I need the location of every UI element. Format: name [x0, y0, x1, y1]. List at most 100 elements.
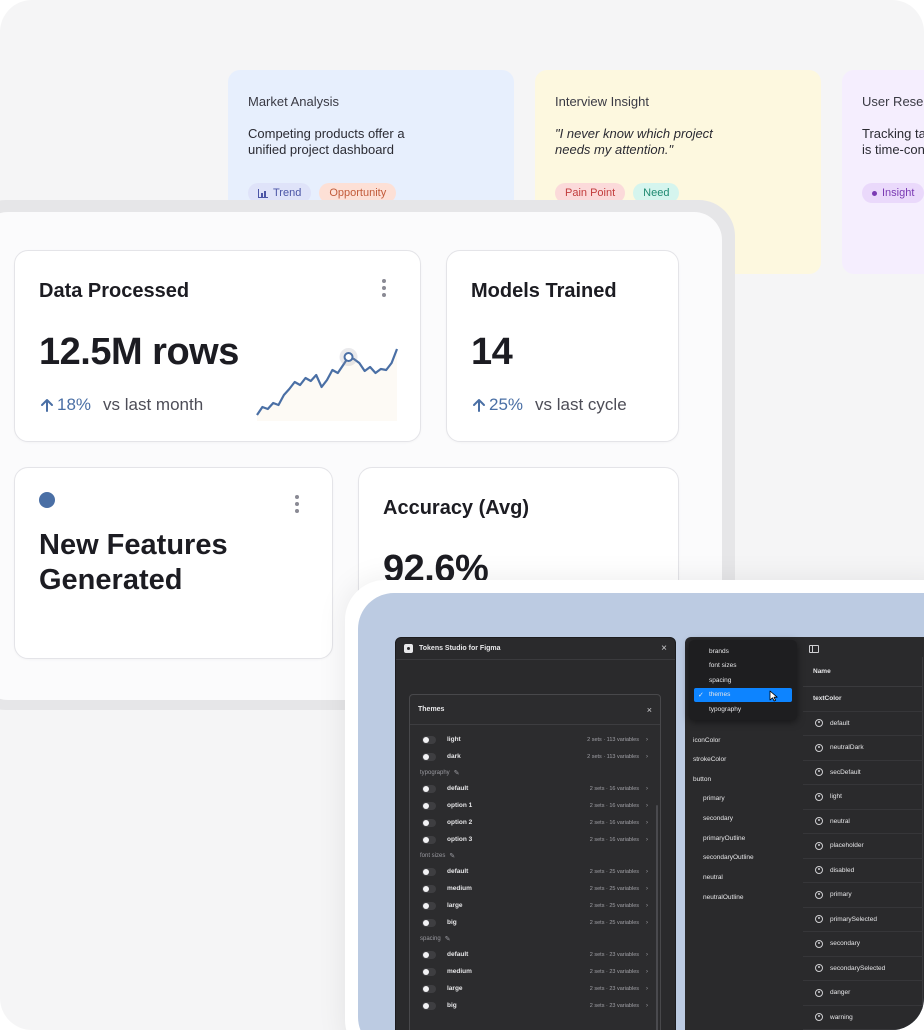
scrollbar[interactable] — [656, 805, 658, 1030]
token-name-row[interactable]: neutralDark — [803, 736, 923, 761]
token-name-row[interactable]: secondarySelected — [803, 956, 923, 981]
dropdown-item[interactable]: font sizes — [694, 659, 792, 674]
theme-toggle[interactable] — [422, 801, 436, 810]
theme-row[interactable]: default 2 sets · 25 variables › — [420, 863, 648, 880]
chevron-right-icon[interactable]: › — [646, 1002, 648, 1009]
theme-toggle[interactable] — [422, 984, 436, 993]
close-icon[interactable]: × — [661, 643, 667, 654]
theme-toggle[interactable] — [422, 918, 436, 927]
token-name-row[interactable]: secDefault — [803, 760, 923, 785]
token-tree-item[interactable]: neutral — [703, 874, 723, 881]
theme-toggle[interactable] — [422, 967, 436, 976]
token-name-row[interactable]: warning — [803, 1005, 923, 1030]
theme-toggle[interactable] — [422, 950, 436, 959]
card-data-processed[interactable]: Data Processed 12.5M rows 18% vs last mo… — [14, 250, 421, 442]
arrow-up-icon — [473, 399, 485, 412]
theme-row[interactable]: big 2 sets · 23 variables › — [420, 997, 648, 1014]
token-tree-item[interactable]: primary — [703, 795, 725, 802]
theme-row[interactable]: medium 2 sets · 25 variables › — [420, 880, 648, 897]
theme-row[interactable]: option 2 2 sets · 16 variables › — [420, 814, 648, 831]
theme-row[interactable]: big 2 sets · 25 variables › — [420, 914, 648, 931]
sparkline-highlight-point[interactable] — [343, 352, 354, 362]
token-name-row[interactable]: disabled — [803, 858, 923, 883]
tag-trend[interactable]: Trend — [248, 183, 312, 203]
dropdown-item[interactable]: spacing — [694, 673, 792, 688]
token-name-row[interactable]: danger — [803, 981, 923, 1006]
token-tree-item[interactable]: strokeColor — [693, 756, 727, 763]
dropdown-item[interactable]: typography — [694, 702, 792, 717]
tag-need[interactable]: Need — [633, 183, 680, 203]
close-icon[interactable]: × — [646, 704, 652, 715]
chevron-right-icon[interactable]: › — [646, 868, 648, 875]
pencil-icon[interactable]: ✎ — [444, 935, 451, 943]
pencil-icon[interactable]: ✎ — [449, 852, 456, 860]
theme-toggle[interactable] — [422, 901, 436, 910]
theme-row[interactable]: medium 2 sets · 23 variables › — [420, 963, 648, 980]
pencil-icon[interactable]: ✎ — [453, 769, 460, 777]
token-name-row[interactable]: primarySelected — [803, 907, 923, 932]
theme-row[interactable]: large 2 sets · 25 variables › — [420, 897, 648, 914]
tag-pain-point[interactable]: Pain Point — [555, 183, 626, 203]
card-new-features[interactable]: New Features Generated — [14, 467, 333, 659]
theme-row[interactable]: option 1 2 sets · 16 variables › — [420, 797, 648, 814]
token-tree-item[interactable]: button — [693, 776, 712, 783]
theme-row[interactable]: dark 2 sets · 113 variables › — [420, 748, 648, 765]
card-models-trained[interactable]: Models Trained 14 25% vs last cycle — [446, 250, 679, 442]
chevron-right-icon[interactable]: › — [646, 836, 648, 843]
token-name: neutralDark — [830, 744, 864, 752]
sidebar-toggle-icon[interactable] — [809, 645, 819, 653]
token-name: primary — [830, 891, 852, 899]
tag-insight[interactable]: Insight — [862, 183, 924, 203]
token-tree-item[interactable]: neutralOutline — [703, 894, 744, 901]
theme-row[interactable]: option 3 2 sets · 16 variables › — [420, 831, 648, 848]
theme-toggle[interactable] — [422, 884, 436, 893]
theme-row[interactable]: light 2 sets · 113 variables › — [420, 731, 648, 748]
token-name-row[interactable]: neutral — [803, 809, 923, 834]
chevron-right-icon[interactable]: › — [646, 885, 648, 892]
token-name-row[interactable]: primary — [803, 883, 923, 908]
theme-row[interactable]: default 2 sets · 16 variables › — [420, 780, 648, 797]
chevron-right-icon[interactable]: › — [646, 919, 648, 926]
token-name-row[interactable]: light — [803, 785, 923, 810]
theme-row[interactable]: large 2 sets · 23 variables › — [420, 980, 648, 997]
theme-meta: 2 sets · 23 variables — [589, 968, 639, 975]
token-name: warning — [830, 1013, 853, 1021]
theme-toggle[interactable] — [422, 752, 436, 761]
token-tree-item[interactable]: secondary — [703, 815, 733, 822]
more-options-icon[interactable] — [376, 277, 392, 299]
token-tree-item[interactable]: secondaryOutline — [703, 854, 754, 861]
theme-toggle[interactable] — [422, 735, 436, 744]
chevron-right-icon[interactable]: › — [646, 985, 648, 992]
theme-toggle[interactable] — [422, 1001, 436, 1010]
token-name-row[interactable]: secondary — [803, 932, 923, 957]
token-name-row[interactable]: placeholder — [803, 834, 923, 859]
chevron-right-icon[interactable]: › — [646, 819, 648, 826]
palette-icon — [815, 719, 823, 728]
theme-meta: 2 sets · 23 variables — [589, 985, 639, 992]
theme-meta: 2 sets · 16 variables — [589, 802, 639, 809]
theme-toggle[interactable] — [422, 835, 436, 844]
chevron-right-icon[interactable]: › — [646, 802, 648, 809]
dropdown-item[interactable]: brands — [694, 644, 792, 659]
token-tree-item[interactable]: iconColor — [693, 737, 721, 744]
token-tree-item[interactable]: primaryOutline — [703, 835, 746, 842]
token-name: primarySelected — [830, 915, 877, 923]
chevron-right-icon[interactable]: › — [646, 951, 648, 958]
name-group-row[interactable]: textColor — [803, 687, 923, 712]
token-set-dropdown: brands font sizes spacing ✓ themes typography — [689, 640, 797, 720]
chevron-right-icon[interactable]: › — [646, 785, 648, 792]
token-name-row[interactable]: default — [803, 711, 923, 736]
chevron-right-icon[interactable]: › — [646, 968, 648, 975]
more-options-icon[interactable] — [289, 493, 305, 515]
dropdown-item[interactable]: ✓ themes — [694, 687, 792, 702]
chevron-right-icon[interactable]: › — [646, 753, 648, 760]
theme-toggle[interactable] — [422, 867, 436, 876]
chevron-right-icon[interactable]: › — [646, 902, 648, 909]
theme-row[interactable]: default 2 sets · 23 variables › — [420, 946, 648, 963]
tag-opportunity[interactable]: Opportunity — [319, 183, 397, 203]
theme-toggle[interactable] — [422, 784, 436, 793]
chevron-right-icon[interactable]: › — [646, 736, 648, 743]
delta-percent: 25% — [489, 395, 524, 414]
theme-toggle[interactable] — [422, 818, 436, 827]
note-user-research[interactable]: User Resea Tracking ta is time-con Insig… — [842, 70, 924, 274]
